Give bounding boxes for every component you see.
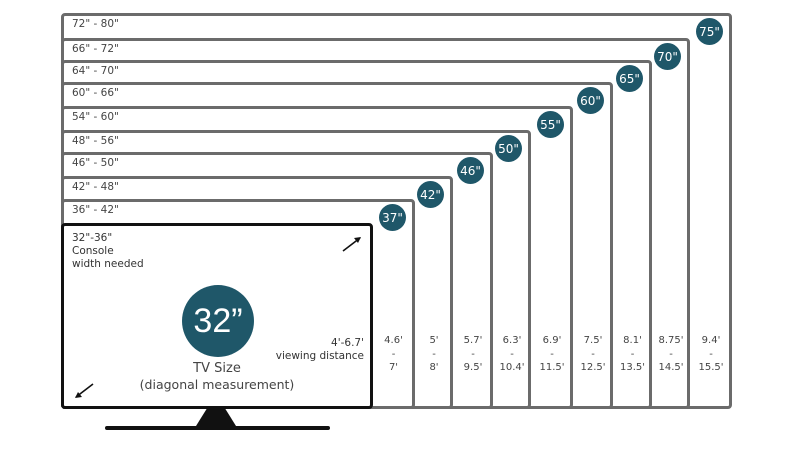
tv-size-badge: 32” [182,285,254,357]
size-badge: 70" [654,43,681,70]
tv-32-box: 32"-36" Console width needed 32” TV Size… [61,223,373,409]
distance-to: 14.5' [658,362,684,373]
tv-distance: 4'-6.7' [331,337,364,349]
distance-separator: - [709,348,713,360]
console-range: 54" - 60" [72,111,119,123]
console-range: 60" - 66" [72,87,119,99]
distance-from: 7.5' [583,335,603,346]
viewing-distance: 7.5' - 12.5' [573,334,613,375]
distance-from: 9.4' [701,335,721,346]
size-badge: 65" [616,65,643,92]
tv-distance-label: viewing distance [275,350,364,362]
distance-separator: - [432,348,436,360]
viewing-distance: 9.4' - 15.5' [691,334,731,375]
distance-from: 6.9' [542,335,562,346]
distance-from: 8.1' [623,335,642,346]
size-badge: 46" [457,157,484,184]
console-range: 72" - 80" [72,18,119,30]
distance-to: 15.5' [698,362,724,373]
size-badge: 42" [417,181,444,208]
console-range: 66" - 72" [72,43,119,55]
arrow-up-right-icon [342,237,361,252]
arrow-down-left-icon [75,383,94,398]
distance-from: 6.3' [502,335,522,346]
tv-stand [196,408,236,426]
tv-stand-base [105,426,330,430]
size-badge: 75" [696,18,723,45]
viewing-distance: 6.9' - 11.5' [532,334,572,375]
tv-size-label: TV Size [193,361,241,376]
size-badge: 60" [577,87,604,114]
viewing-distance: 6.3' - 10.4' [492,334,532,375]
distance-separator: - [510,348,514,360]
console-range: 42" - 48" [72,181,119,193]
distance-to: 10.4' [499,362,525,373]
viewing-distance: 5.7' - 9.5' [453,334,493,375]
console-label-1: Console [72,245,114,257]
distance-separator: - [550,348,554,360]
viewing-distance: 8.1' - 13.5' [613,334,653,375]
distance-to: 13.5' [619,362,645,373]
console-range: 46" - 50" [72,157,119,169]
size-badge: 37" [379,204,406,231]
distance-separator: - [630,348,635,360]
console-range: 64" - 70" [72,65,119,77]
console-label-2: width needed [72,258,144,270]
distance-to: 9.5' [463,362,483,373]
distance-from: 5' [429,335,439,346]
console-range: 32"-36" [72,232,113,244]
viewing-distance: 4.6' - 7' [374,334,414,375]
viewing-distance: 8.75' - 14.5' [651,334,691,375]
size-badge: 55" [537,111,564,138]
console-range: 48" - 56" [72,135,119,147]
distance-separator: - [471,348,475,360]
size-badge: 50" [495,135,522,162]
distance-to: 8' [429,362,439,373]
tv-size-sublabel: (diagonal measurement) [139,377,295,392]
distance-to: 7' [388,362,399,373]
distance-to: 12.5' [580,362,606,373]
distance-separator: - [669,348,673,360]
distance-separator: - [391,348,396,360]
distance-separator: - [591,348,595,360]
distance-from: 4.6' [384,335,403,346]
viewing-distance: 5' - 8' [414,334,454,375]
distance-from: 8.75' [658,335,684,346]
distance-from: 5.7' [463,335,483,346]
distance-to: 11.5' [539,362,565,373]
console-range: 36" - 42" [72,204,119,216]
